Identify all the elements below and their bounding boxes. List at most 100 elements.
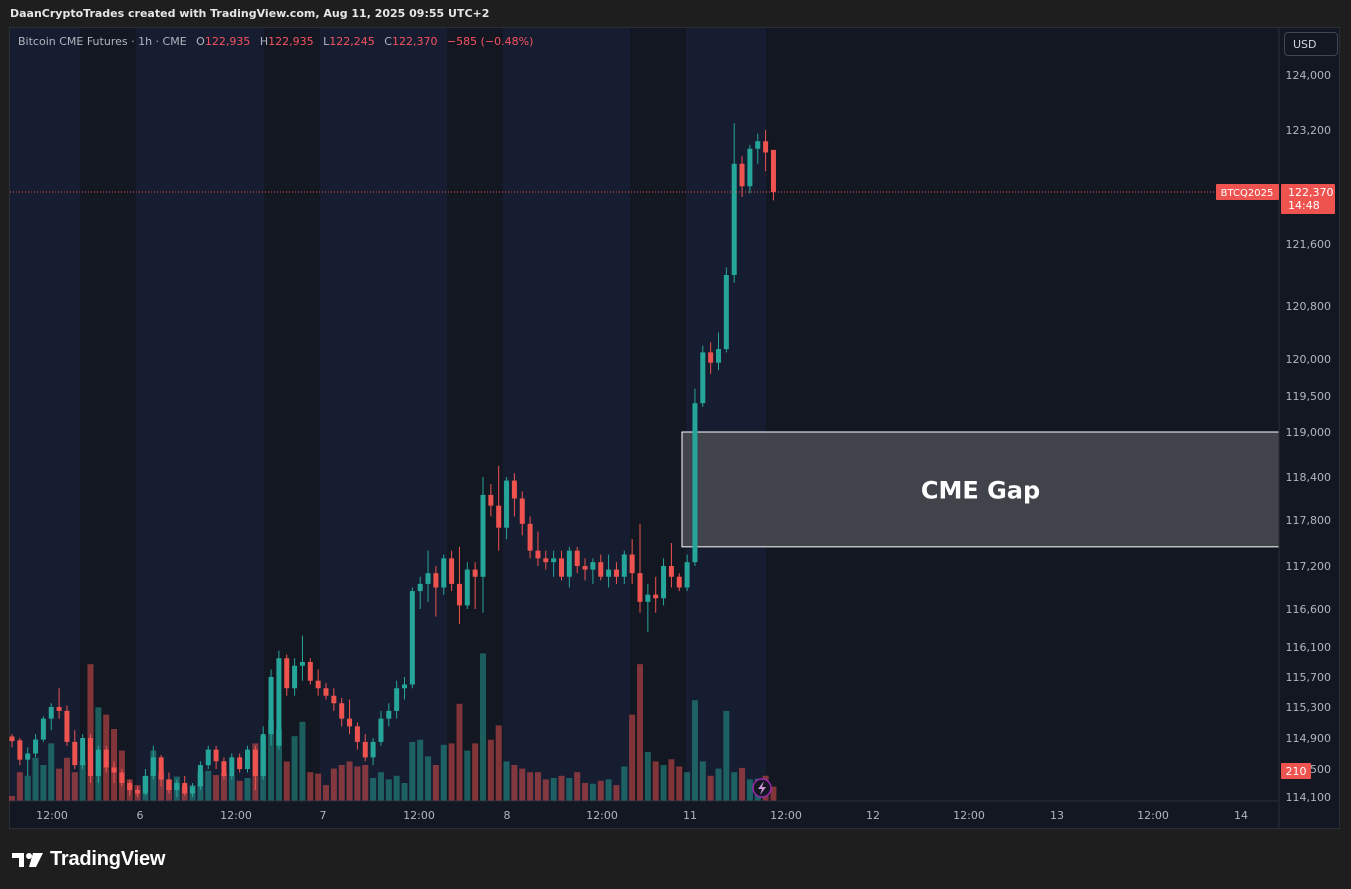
candle-body[interactable] [645, 594, 651, 602]
candle-body[interactable] [409, 591, 415, 685]
candle-body[interactable] [339, 703, 345, 719]
candle-body[interactable] [158, 757, 164, 780]
candle-body[interactable] [574, 550, 580, 566]
candle-body[interactable] [676, 576, 682, 588]
candle-body[interactable] [95, 749, 101, 776]
candle-body[interactable] [284, 658, 290, 689]
candle-body[interactable] [582, 566, 588, 570]
candle-body[interactable] [425, 573, 431, 584]
candle-body[interactable] [519, 498, 525, 524]
candle-body[interactable] [103, 749, 109, 768]
candle-body[interactable] [237, 757, 243, 769]
candle-body[interactable] [56, 707, 62, 711]
candle-body[interactable] [456, 583, 462, 606]
candle-body[interactable] [362, 741, 368, 758]
currency-button[interactable]: USD [1284, 32, 1338, 56]
candle-body[interactable] [80, 738, 86, 766]
candle-body[interactable] [653, 594, 659, 599]
candle-body[interactable] [661, 566, 667, 599]
candle-body[interactable] [111, 767, 117, 773]
candle-body[interactable] [731, 163, 737, 275]
candle-body[interactable] [700, 352, 706, 404]
candle-body[interactable] [48, 707, 54, 719]
candle-body[interactable] [692, 403, 698, 563]
candle-body[interactable] [739, 163, 745, 187]
candle-body[interactable] [747, 148, 753, 187]
candle-body[interactable] [755, 141, 761, 149]
candle-body[interactable] [190, 786, 196, 794]
candle-body[interactable] [72, 741, 78, 766]
candle-body[interactable] [205, 749, 211, 766]
candle-body[interactable] [723, 275, 729, 350]
candle-body[interactable] [135, 790, 141, 794]
candle-body[interactable] [166, 779, 172, 791]
candle-body[interactable] [472, 569, 478, 577]
candle-body[interactable] [276, 658, 282, 746]
candle-body[interactable] [174, 783, 180, 790]
candle-body[interactable] [252, 749, 258, 776]
candle-body[interactable] [386, 710, 392, 719]
candle-body[interactable] [378, 718, 384, 742]
candle-body[interactable] [17, 740, 23, 760]
candle-body[interactable] [347, 718, 353, 727]
candle-body[interactable] [716, 349, 721, 363]
candle-body[interactable] [637, 573, 643, 602]
candle-body[interactable] [221, 761, 227, 776]
candle-body[interactable] [40, 718, 46, 740]
candle-body[interactable] [449, 558, 455, 584]
candle-body[interactable] [245, 749, 250, 769]
candle-body[interactable] [150, 757, 156, 776]
candle-body[interactable] [229, 757, 235, 776]
candle-body[interactable] [480, 494, 486, 577]
candle-body[interactable] [566, 550, 572, 577]
candle-body[interactable] [127, 783, 133, 790]
candle-body[interactable] [708, 352, 714, 363]
candle-body[interactable] [543, 558, 549, 563]
candle-body[interactable] [684, 562, 690, 588]
candle-body[interactable] [770, 149, 776, 193]
candle-body[interactable] [763, 141, 769, 153]
candle-body[interactable] [9, 736, 15, 742]
cme-gap-box[interactable] [681, 431, 1280, 548]
candle-body[interactable] [370, 741, 376, 758]
candle-body[interactable] [142, 776, 148, 794]
candle-body[interactable] [119, 772, 125, 784]
candle-body[interactable] [260, 734, 266, 776]
candle-body[interactable] [606, 569, 612, 577]
candle-body[interactable] [559, 558, 564, 577]
candle-body[interactable] [464, 569, 470, 606]
candle-body[interactable] [25, 753, 31, 760]
candle-body[interactable] [504, 480, 510, 528]
candle-body[interactable] [668, 566, 674, 577]
candle-body[interactable] [496, 505, 502, 528]
candle-body[interactable] [182, 783, 188, 794]
candle-body[interactable] [323, 688, 329, 696]
candle-body[interactable] [590, 562, 596, 570]
candle-body[interactable] [315, 680, 321, 689]
legend-symbol[interactable]: Bitcoin CME Futures · 1h · CME [18, 35, 187, 48]
candle-body[interactable] [598, 562, 604, 577]
candle-body[interactable] [292, 665, 298, 689]
candle-body[interactable] [527, 523, 533, 551]
candle-body[interactable] [551, 558, 557, 563]
candle-body[interactable] [197, 765, 203, 787]
candle-body[interactable] [88, 738, 93, 776]
candle-body[interactable] [535, 550, 541, 559]
candle-body[interactable] [621, 554, 627, 577]
candle-body[interactable] [441, 558, 447, 588]
candle-body[interactable] [331, 695, 337, 704]
candle-body[interactable] [354, 726, 360, 742]
candle-body[interactable] [268, 677, 274, 735]
candle-body[interactable] [629, 554, 635, 574]
candle-body[interactable] [299, 662, 305, 666]
candle-body[interactable] [307, 662, 313, 681]
candle-body[interactable] [417, 583, 423, 592]
candle-body[interactable] [33, 739, 39, 754]
candle-body[interactable] [64, 710, 70, 742]
candle-body[interactable] [613, 569, 619, 577]
candle-body[interactable] [511, 480, 517, 499]
candle-body[interactable] [488, 494, 494, 506]
candle-body[interactable] [213, 749, 219, 762]
candle-body[interactable] [394, 688, 400, 711]
